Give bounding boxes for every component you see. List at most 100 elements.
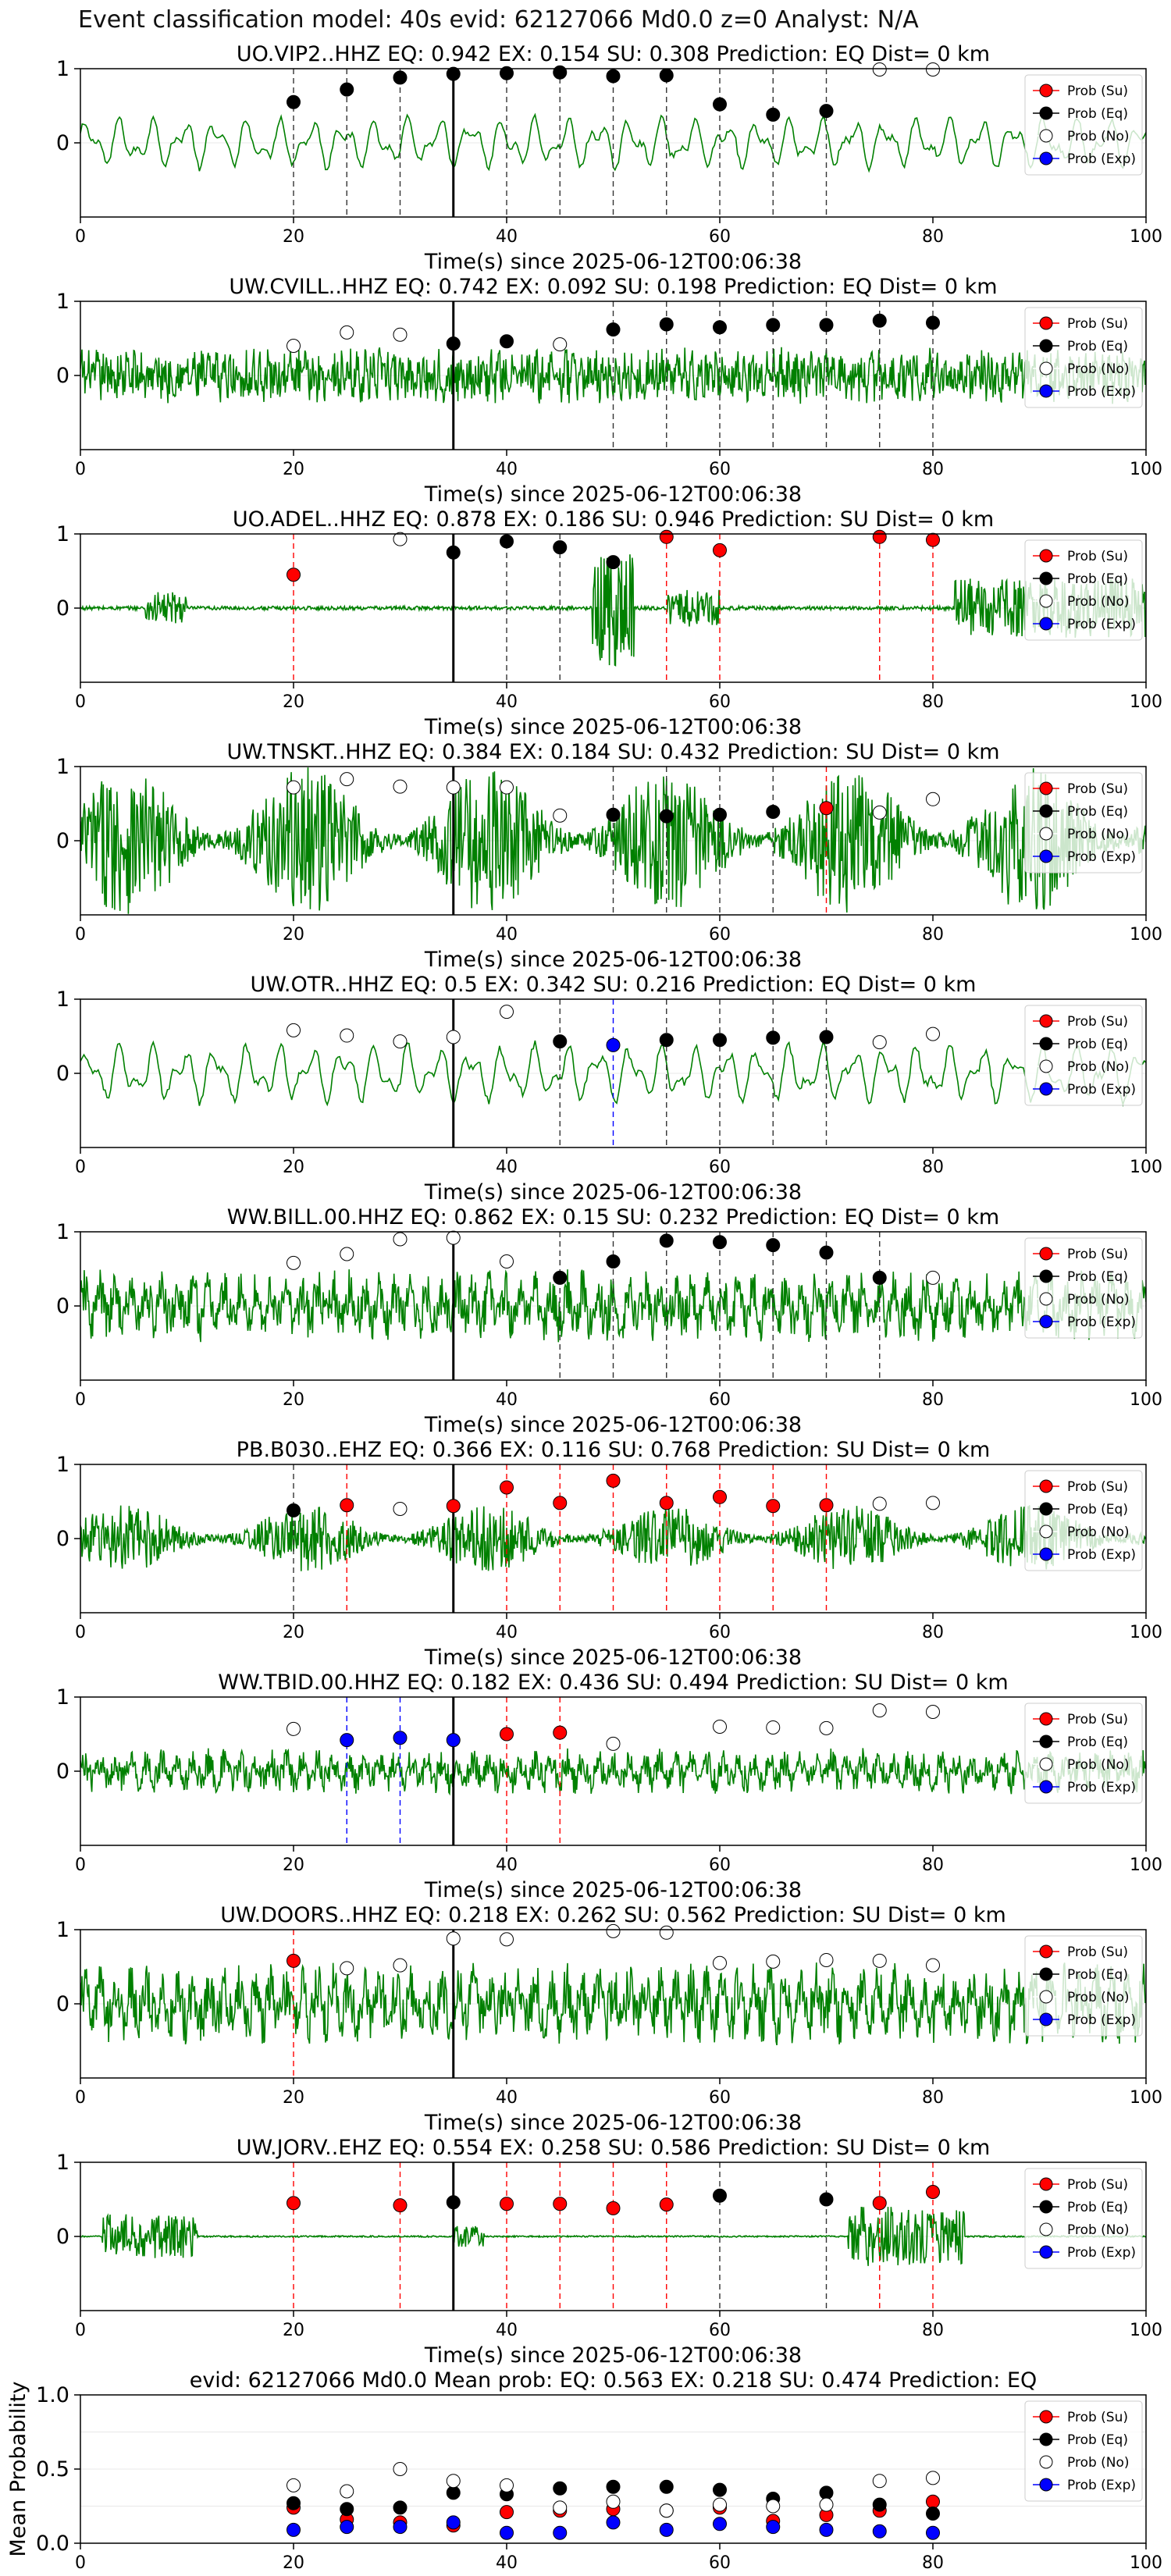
y-tick-label: 1 [56,1685,69,1710]
mean-marker-exp [926,2525,940,2540]
prob-marker-eq [819,1245,834,1260]
prob-marker-no [926,1496,940,1510]
prob-marker-eq [659,68,674,83]
station-panel: UO.VIP2..HHZ EQ: 0.942 EX: 0.154 SU: 0.3… [56,42,1162,274]
legend-box [1024,1703,1143,1804]
legend-label-eq: Prob (Eq) [1067,1269,1128,1285]
prob-marker-eq [766,107,781,122]
prob-marker-su [872,2196,887,2211]
x-axis-label: Time(s) since 2025-06-12T00:06:38 [424,1180,802,1204]
legend-marker [1039,106,1053,120]
legend-marker [1039,1502,1053,1516]
x-tick-label: 0 [75,1623,86,1642]
prob-marker-eq [287,1503,301,1517]
legend-label-no: Prob (No) [1067,1525,1130,1540]
prob-marker-no [872,1496,887,1511]
legend-marker [1039,1990,1053,2004]
legend-marker [1039,1315,1053,1329]
legend-label-eq: Prob (Eq) [1067,1735,1128,1750]
x-tick-label: 0 [75,1390,86,1410]
mean-marker-no [872,2474,887,2489]
mean-marker-exp [553,2525,568,2540]
waveform-trace [80,1962,1146,2046]
y-tick-label: 0 [56,1294,69,1318]
x-tick-label: 0 [75,460,86,479]
prob-marker-no [606,1736,621,1751]
x-tick-label: 20 [283,1390,304,1410]
station-panel: WW.TBID.00.HHZ EQ: 0.182 EX: 0.436 SU: 0… [56,1670,1162,1902]
legend-marker [1039,1014,1053,1028]
x-tick-label: 80 [922,925,944,945]
x-axis-label: Time(s) since 2025-06-12T00:06:38 [424,2111,802,2135]
legend-label-no: Prob (No) [1067,594,1130,610]
y-tick-label: 1 [56,2151,69,2175]
x-tick-label: 40 [496,2321,518,2340]
prob-marker-eq [606,807,621,822]
x-tick-label: 100 [1130,1856,1162,1875]
x-tick-label: 100 [1130,2553,1162,2573]
prob-marker-su [553,1725,568,1740]
legend-label-no: Prob (No) [1067,2455,1130,2471]
prob-marker-no [393,532,408,546]
prob-marker-eq [659,809,674,824]
legend-label-no: Prob (No) [1067,1059,1130,1075]
x-tick-label: 40 [496,925,518,945]
mean-marker-exp [340,2520,354,2535]
prob-marker-su [819,801,834,816]
x-axis-label: Time(s) since 2025-06-12T00:06:38 [424,948,802,972]
legend-marker [1039,2432,1053,2446]
x-axis-label: Time(s) since 2025-06-12T00:06:38 [424,715,802,739]
station-panel: UW.CVILL..HHZ EQ: 0.742 EX: 0.092 SU: 0.… [56,275,1162,507]
legend-label-su: Prob (Su) [1067,1247,1128,1262]
legend-label-su: Prob (Su) [1067,1479,1128,1495]
mean-marker-eq [606,2479,621,2494]
prob-marker-su [287,1953,301,1968]
legend-marker [1039,571,1053,585]
y-tick-label: 1.0 [36,2383,69,2407]
mean-marker-exp [819,2522,834,2537]
legend-marker [1039,1735,1053,1749]
x-axis-label: Time(s) since 2025-06-12T00:06:38 [424,1413,802,1437]
legend-marker [1039,827,1053,841]
x-tick-label: 20 [283,2088,304,2108]
station-panel: UW.TNSKT..HHZ EQ: 0.384 EX: 0.184 SU: 0.… [56,740,1162,972]
prob-marker-su [926,532,940,547]
mean-marker-no [606,2494,621,2509]
prob-marker-no [393,327,408,342]
x-tick-label: 40 [496,1390,518,1410]
prob-marker-su [553,2197,568,2211]
legend-label-su: Prob (Su) [1067,549,1128,564]
y-tick-label: 0 [56,364,69,388]
x-tick-label: 0 [75,227,86,247]
x-tick-label: 60 [709,2553,731,2573]
x-tick-label: 100 [1130,227,1162,247]
prob-marker-su [819,1498,834,1513]
legend-label-su: Prob (Su) [1067,1944,1128,1960]
prob-marker-no [926,62,940,76]
legend-label-no: Prob (No) [1067,1292,1130,1308]
prob-marker-no [819,1720,834,1735]
legend-marker [1039,804,1053,818]
prob-marker-eq [340,82,354,97]
prob-marker-no [446,1030,461,1044]
legend-marker [1039,1082,1053,1096]
prob-marker-eq [819,318,834,333]
panel-title: UW.DOORS..HHZ EQ: 0.218 EX: 0.262 SU: 0.… [220,1903,1006,1927]
prob-marker-no [766,1954,781,1969]
prob-marker-su [500,2197,514,2211]
x-tick-label: 100 [1130,2321,1162,2340]
prob-marker-no [500,1005,514,1019]
mean-marker-eq [872,2497,887,2512]
prob-marker-eq [819,2192,834,2207]
y-tick-label: 0 [56,1992,69,2016]
prob-marker-eq [659,1233,674,1248]
legend-marker [1039,1780,1053,1794]
x-tick-label: 80 [922,2321,944,2340]
station-panel: WW.BILL.00.HHZ EQ: 0.862 EX: 0.15 SU: 0.… [56,1205,1162,1437]
legend-marker [1039,1712,1053,1726]
x-tick-label: 0 [75,692,86,712]
x-tick-label: 40 [496,460,518,479]
legend-label-exp: Prob (Exp) [1067,617,1136,632]
prob-marker-no [393,1232,408,1247]
